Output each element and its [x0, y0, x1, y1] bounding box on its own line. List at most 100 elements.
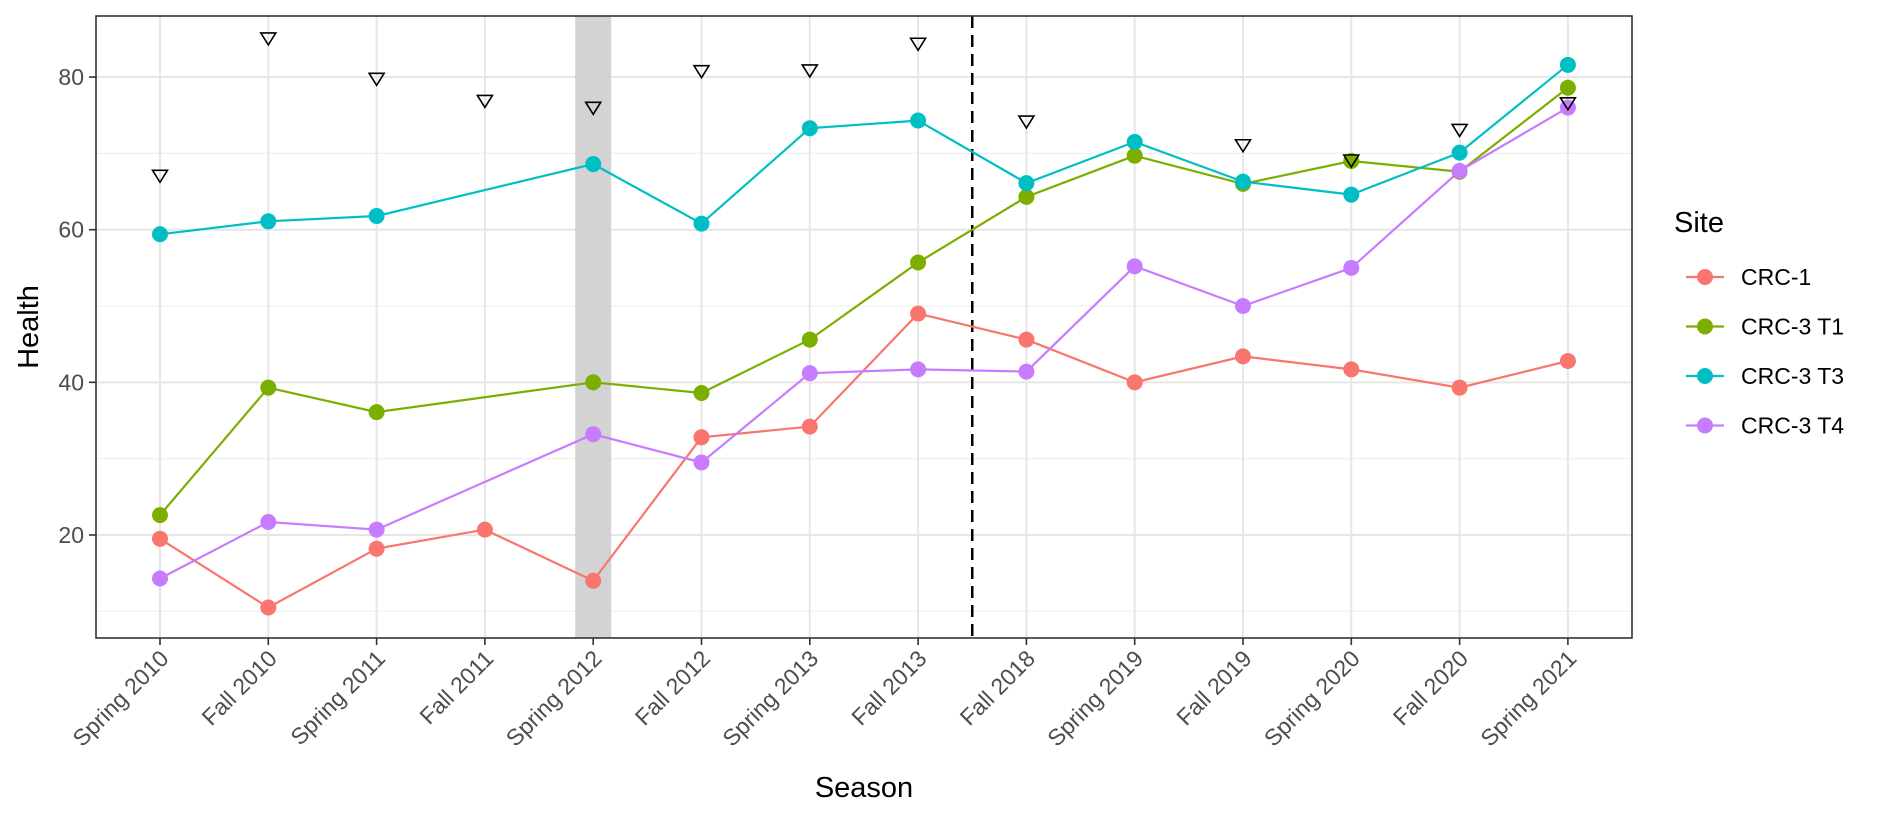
legend-label: CRC-3 T3 [1741, 363, 1844, 389]
y-axis-title: Health [13, 285, 45, 369]
legend-title: Site [1674, 207, 1724, 239]
data-point [585, 426, 602, 443]
triangle-marker [1558, 96, 1577, 112]
data-point [693, 385, 710, 402]
data-point [1018, 331, 1035, 348]
triangle-marker [1234, 138, 1252, 154]
triangle-marker [259, 32, 278, 47]
data-point [368, 207, 385, 224]
legend-label: CRC-1 [1741, 264, 1811, 290]
triangle-marker [151, 169, 169, 184]
data-point [801, 120, 818, 137]
data-point [260, 213, 277, 230]
data-point [260, 599, 277, 616]
triangle-marker [800, 64, 819, 79]
x-tick-label: Spring 2019 [1042, 645, 1148, 751]
data-point [1451, 379, 1468, 396]
data-point [1559, 352, 1576, 369]
data-point [910, 254, 927, 271]
data-point [152, 226, 168, 243]
data-point [152, 530, 168, 547]
data-point [1126, 147, 1143, 164]
y-tick-label: 40 [58, 369, 84, 395]
triangle-markers [151, 32, 1577, 184]
highlight-band [575, 16, 612, 638]
data-point [368, 404, 385, 421]
data-point [1126, 374, 1143, 391]
panel-border [95, 15, 1633, 639]
panel-border-rect [95, 15, 1633, 639]
data-point [693, 215, 710, 232]
panel-fill [96, 16, 1632, 638]
data-point [1018, 175, 1035, 192]
highlight-band-rect [575, 16, 612, 638]
triangle-marker [692, 64, 711, 80]
y-tick-label: 80 [58, 64, 84, 90]
data-point [1451, 144, 1468, 161]
data-point [801, 418, 818, 435]
data-point [1126, 258, 1143, 275]
data-point [585, 572, 602, 589]
x-tick-label: Fall 2012 [630, 645, 715, 730]
triangle-marker [909, 37, 928, 52]
x-tick-label: Fall 2018 [955, 645, 1040, 730]
legend-label: CRC-3 T4 [1741, 413, 1844, 439]
legend-key-point [1697, 417, 1713, 434]
triangle-marker [1017, 115, 1036, 130]
data-point [1235, 173, 1251, 190]
data-point [260, 379, 277, 396]
data-point [1343, 153, 1360, 170]
data-point [152, 507, 168, 524]
data-point [801, 331, 818, 348]
data-point [1343, 259, 1360, 276]
y-tick-label: 60 [58, 217, 84, 243]
data-point [152, 570, 168, 587]
series-line-0 [159, 312, 1569, 609]
data-point [693, 454, 710, 471]
x-tick-label: Fall 2019 [1171, 645, 1256, 730]
data-point [1343, 361, 1360, 378]
triangle-marker [475, 94, 494, 109]
x-tick-label: Fall 2013 [846, 645, 931, 730]
x-tick-label: Spring 2020 [1259, 645, 1365, 751]
x-tick-label: Spring 2011 [285, 645, 390, 750]
data-point [1559, 79, 1576, 96]
y-tick-label: 20 [58, 522, 84, 548]
x-axis-title: Season [815, 772, 913, 804]
triangle-marker [1450, 123, 1469, 138]
data-point [910, 112, 927, 129]
series-points [152, 56, 1576, 616]
data-point [693, 429, 710, 446]
x-tick-label: Spring 2013 [717, 645, 823, 751]
x-tick-label: Fall 2010 [197, 645, 282, 730]
x-tick-label: Fall 2020 [1388, 645, 1473, 730]
data-point [585, 374, 602, 391]
panel-background [96, 16, 1632, 638]
legend: Site CRC-1 CRC-3 T1 CRC-3 T3 CRC-3 T4 [1674, 207, 1844, 439]
data-point [1559, 56, 1576, 73]
x-tick-label: Fall 2011 [414, 645, 498, 729]
legend-key-point [1697, 269, 1713, 285]
data-point [801, 365, 818, 382]
triangle-marker [367, 72, 386, 87]
legend-key-point [1697, 368, 1713, 384]
data-point [1235, 348, 1251, 365]
x-tick-label: Spring 2010 [67, 645, 173, 751]
data-point [1018, 188, 1035, 205]
data-point [910, 305, 927, 322]
data-point [1235, 298, 1251, 315]
data-point [1018, 363, 1035, 380]
triangle-marker [1342, 154, 1361, 169]
triangle-marker [584, 101, 603, 116]
data-point [260, 513, 277, 530]
legend-key-point [1697, 318, 1713, 335]
data-point [1343, 186, 1360, 203]
data-point [1451, 162, 1468, 179]
data-point [1126, 133, 1143, 150]
data-point [910, 361, 927, 378]
legend-label: CRC-3 T1 [1741, 314, 1844, 340]
data-point [476, 521, 493, 538]
data-point [368, 540, 385, 557]
